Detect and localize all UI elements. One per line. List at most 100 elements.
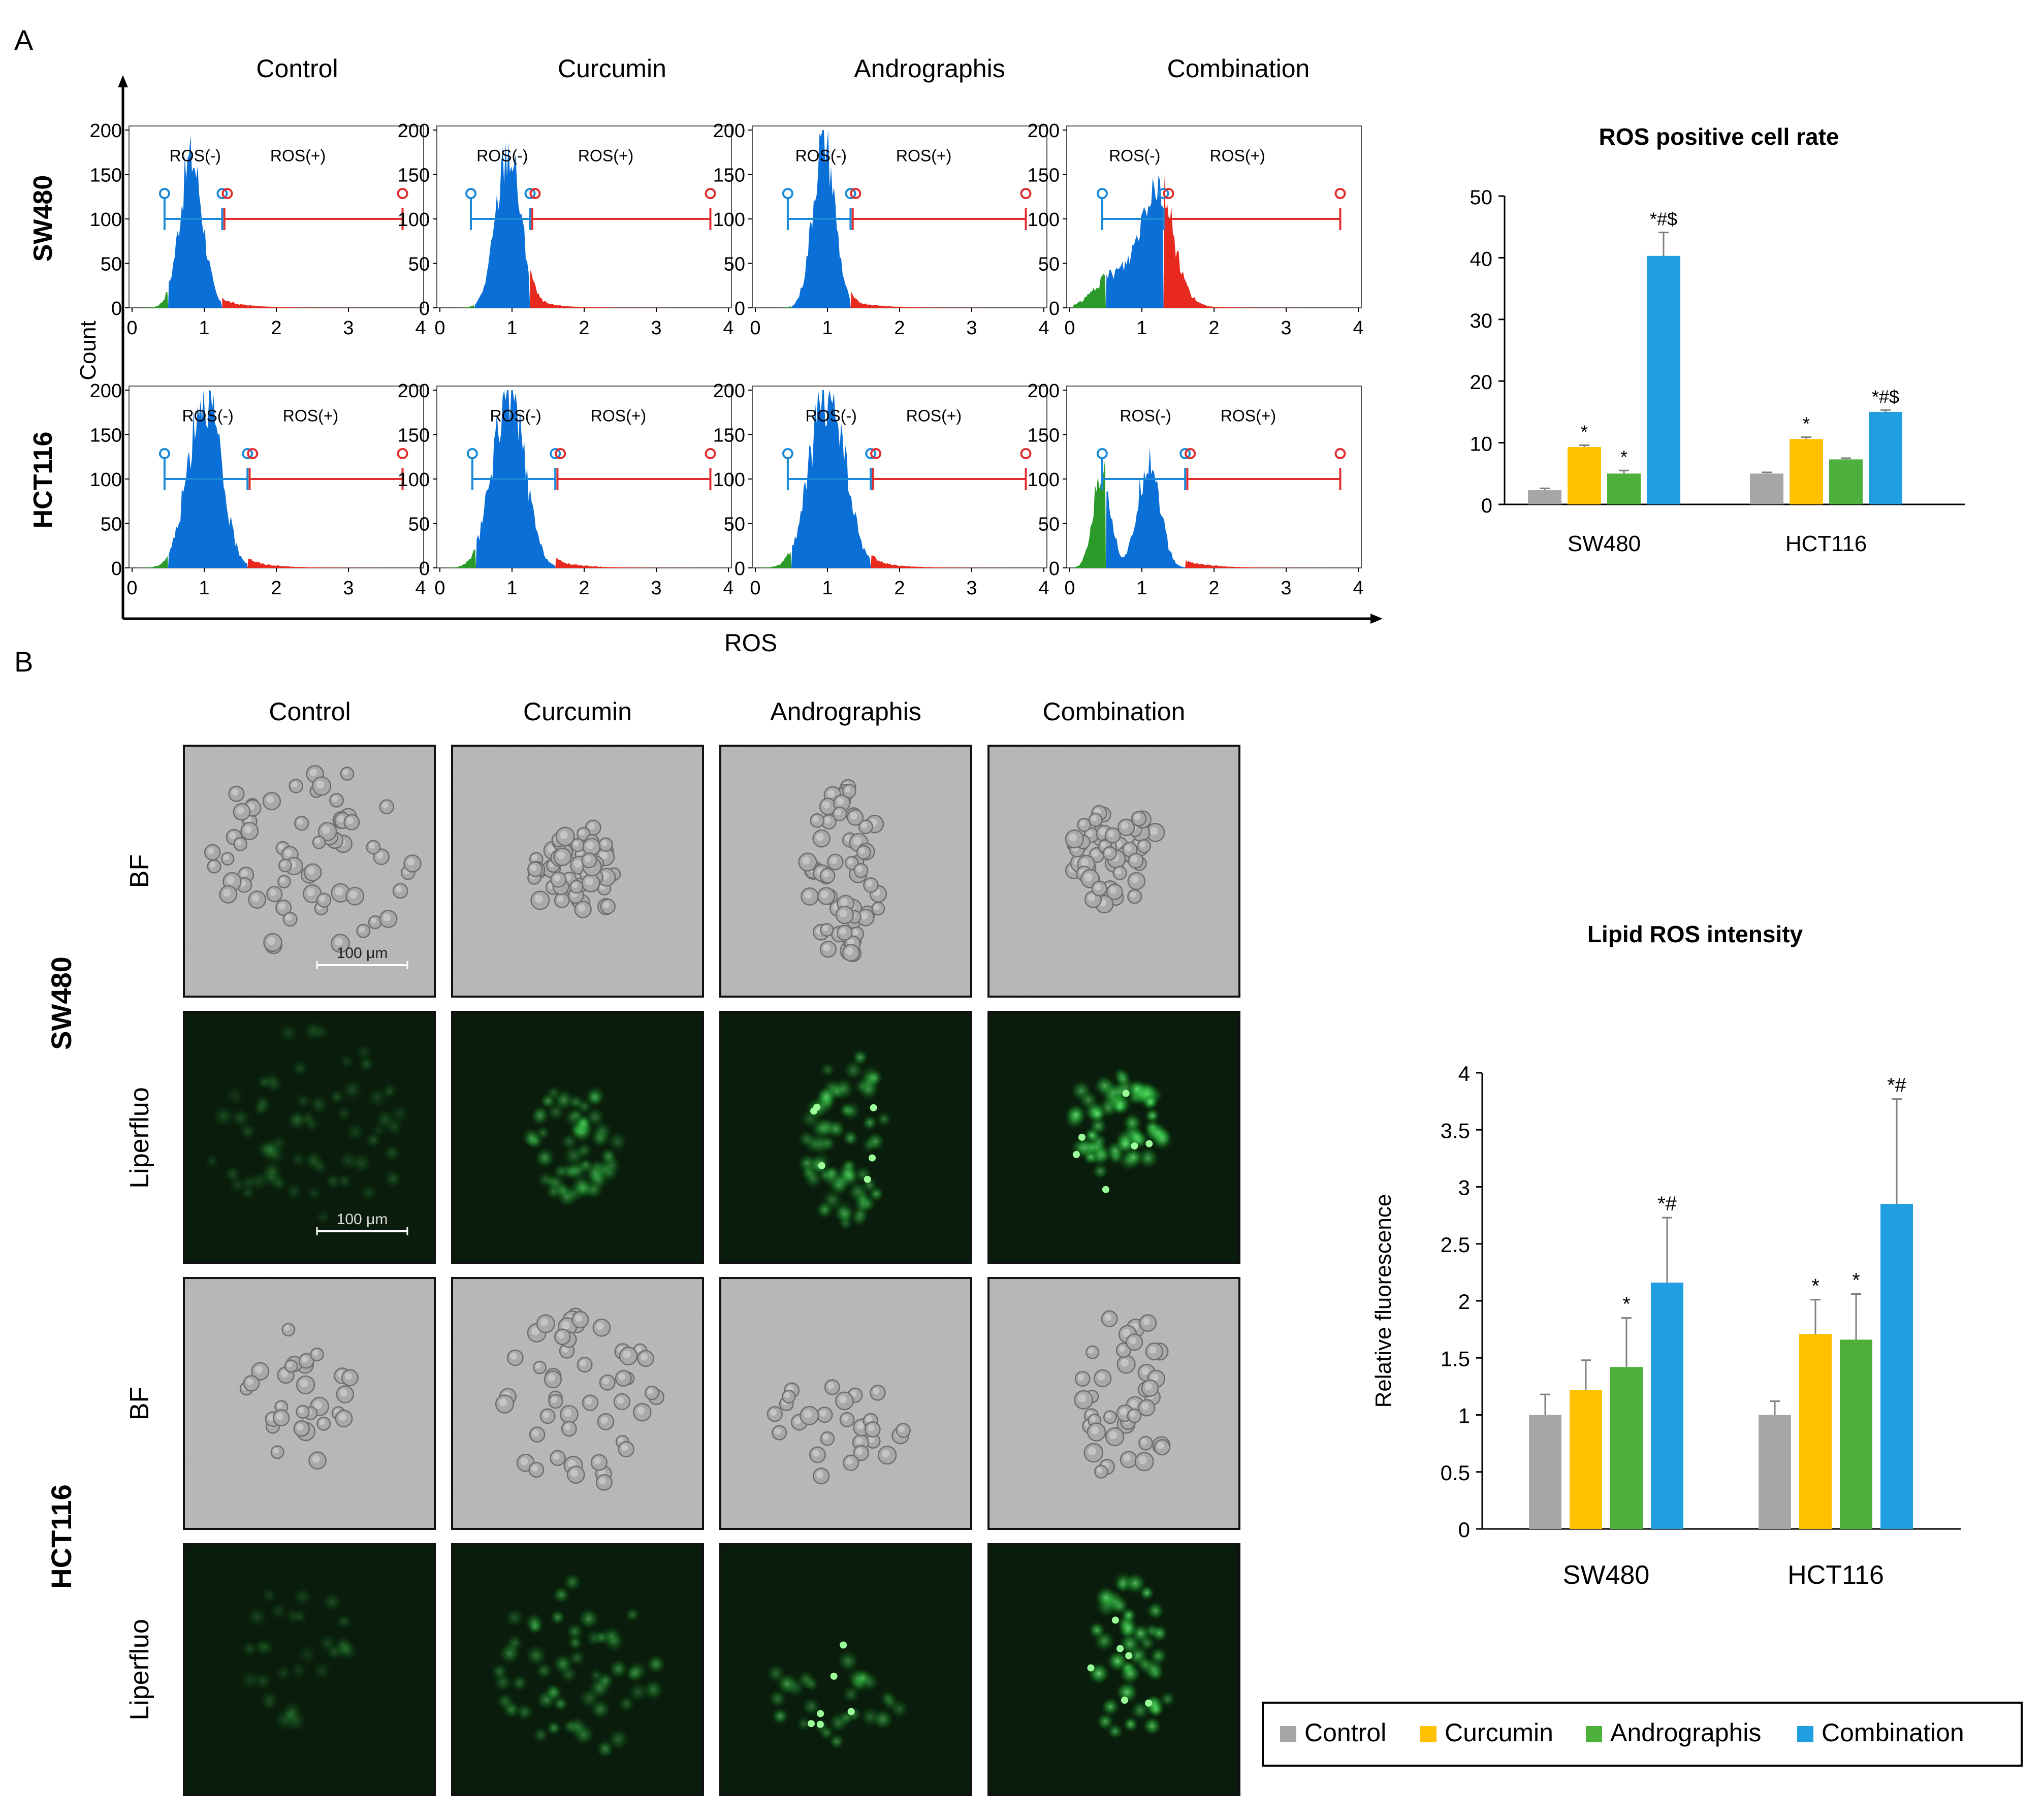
micro-frame — [183, 745, 436, 998]
flow-gate-pos-label: ROS(+) — [896, 146, 951, 165]
bf-cell-highlight — [339, 1389, 347, 1397]
flow-panel-sw480-control: 0 50 100 150 200 0 1 2 3 4 ROS(-) ROS(+) — [90, 120, 426, 339]
fluo-cell — [1147, 1701, 1165, 1718]
flow-gate-pos-handle-left — [1163, 188, 1174, 199]
bf-cell-highlight — [868, 1436, 875, 1443]
flow-panel-frame — [436, 125, 732, 308]
bf-cell-highlight — [510, 1353, 518, 1360]
y-tick-label: 50 — [1470, 186, 1493, 209]
fluo-cell — [871, 1708, 895, 1731]
category-label-sw480: SW480 — [1563, 1560, 1650, 1590]
fluo-cell — [238, 1122, 258, 1141]
bf-cell-highlight — [596, 1322, 604, 1330]
bf-cell-highlight — [804, 891, 812, 899]
flow-gate-pos-handle-left — [555, 448, 566, 459]
bf-cell-highlight — [530, 864, 537, 871]
flow-y-tick-label: 150 — [398, 165, 430, 186]
flow-y-tick-label: 200 — [1028, 380, 1060, 402]
flow-y-tick-label: 150 — [713, 425, 745, 446]
flow-x-tick-label: 1 — [1136, 578, 1147, 599]
bf-cell-highlight — [837, 797, 844, 805]
flow-y-tick-label: 200 — [713, 380, 745, 402]
fluo-cell — [490, 1663, 509, 1681]
fluo-bright-spot — [869, 1154, 876, 1162]
bf-cell-highlight — [346, 817, 354, 824]
bf-cell-highlight — [830, 857, 838, 864]
bf-image-hct116-combination — [987, 1277, 1240, 1530]
y-tick-label: 0 — [1481, 495, 1492, 517]
fluo-cell — [382, 1168, 403, 1189]
liperfluo-image-hct116-combination — [987, 1543, 1240, 1796]
legend: Control Curcumin Andrographis Combination — [1262, 1702, 2023, 1767]
fluo-cell — [1088, 1621, 1106, 1639]
bf-cell-highlight — [564, 1424, 571, 1431]
fluo-cell — [294, 1092, 313, 1110]
fluo-bright-spot — [847, 1708, 855, 1715]
bf-cell-highlight — [222, 889, 231, 897]
flow-y-tick-label: 0 — [111, 298, 122, 320]
flow-gate-neg-handle-right — [550, 448, 561, 459]
flow-gate-pos-label: ROS(+) — [591, 406, 646, 425]
fluo-cell — [291, 1586, 313, 1608]
flow-hist-low — [759, 552, 791, 568]
bf-cell-highlight — [309, 769, 317, 777]
bf-cell-highlight — [1150, 826, 1158, 835]
bf-cell-highlight — [842, 1415, 849, 1421]
fluo-cell — [552, 1585, 571, 1604]
legend-swatch-control — [1280, 1726, 1296, 1742]
bf-cell-highlight — [847, 858, 853, 865]
fluo-cell — [349, 1151, 373, 1175]
flow-x-tick-label: 4 — [1038, 317, 1049, 339]
flow-x-tick-label: 4 — [1353, 317, 1363, 339]
bf-cell-highlight — [1100, 842, 1107, 848]
bf-cell-highlight — [1079, 820, 1086, 826]
flow-y-tick-label: 200 — [90, 120, 122, 142]
fluo-cell — [211, 1104, 235, 1129]
fluo-cell — [504, 1607, 525, 1629]
bf-cell-highlight — [316, 780, 325, 789]
fluo-cell — [556, 1186, 578, 1208]
fluo-cell — [801, 1696, 822, 1717]
bf-cell-highlight — [301, 1356, 308, 1363]
bf-cell-highlight — [820, 890, 828, 899]
bar-hct116-control — [1750, 473, 1783, 504]
flow-gate-pos-handle-right — [397, 188, 408, 199]
flow-gate-pos-handle-left — [247, 448, 259, 459]
micro-frame — [183, 1543, 436, 1796]
flow-hist-ros-pos — [222, 298, 392, 308]
bf-cell-highlight — [850, 1390, 857, 1397]
flow-x-tick-label: 2 — [894, 317, 905, 339]
significance-mark: *#$ — [1872, 386, 1899, 407]
flow-x-tick-label: 4 — [723, 578, 733, 599]
fluo-cell — [268, 1601, 289, 1621]
flow-x-tick-label: 3 — [966, 317, 977, 339]
fluo-bright-spot — [1131, 1142, 1138, 1150]
bf-cell-highlight — [277, 1402, 283, 1409]
liperfluo-image-sw480-control: 100 μm — [183, 1011, 436, 1264]
bf-cell-highlight — [1104, 1314, 1111, 1321]
bf-cell-highlight — [1109, 886, 1117, 894]
flow-x-tick-label: 0 — [434, 578, 445, 599]
fluo-cell — [359, 1183, 378, 1203]
bf-cell-highlight — [603, 902, 610, 908]
bf-cell-highlight — [407, 858, 415, 866]
flow-col-title-andrographis: Andrographis — [854, 54, 1005, 83]
bf-cell-highlight — [1080, 858, 1089, 867]
micro-frame — [451, 1543, 704, 1796]
fluo-cell — [842, 1129, 859, 1147]
significance-mark: * — [1581, 421, 1588, 442]
bf-cell-highlight — [286, 1361, 293, 1367]
fluo-cell — [284, 1607, 302, 1625]
flow-y-tick-label: 150 — [713, 165, 745, 186]
bar-hct116-curcumin — [1790, 439, 1823, 504]
micro-background — [184, 1012, 435, 1263]
flow-hist-low — [759, 306, 791, 308]
flow-y-tick-label: 200 — [90, 380, 122, 402]
bf-cell-highlight — [382, 802, 389, 809]
fluo-cell — [532, 1726, 550, 1744]
micro-frame — [183, 1011, 436, 1264]
fluo-cell — [545, 1084, 562, 1101]
flow-gate-neg-handle-right — [1158, 188, 1169, 199]
fluo-cell — [595, 1739, 615, 1759]
bf-cell-highlight — [621, 1444, 628, 1451]
